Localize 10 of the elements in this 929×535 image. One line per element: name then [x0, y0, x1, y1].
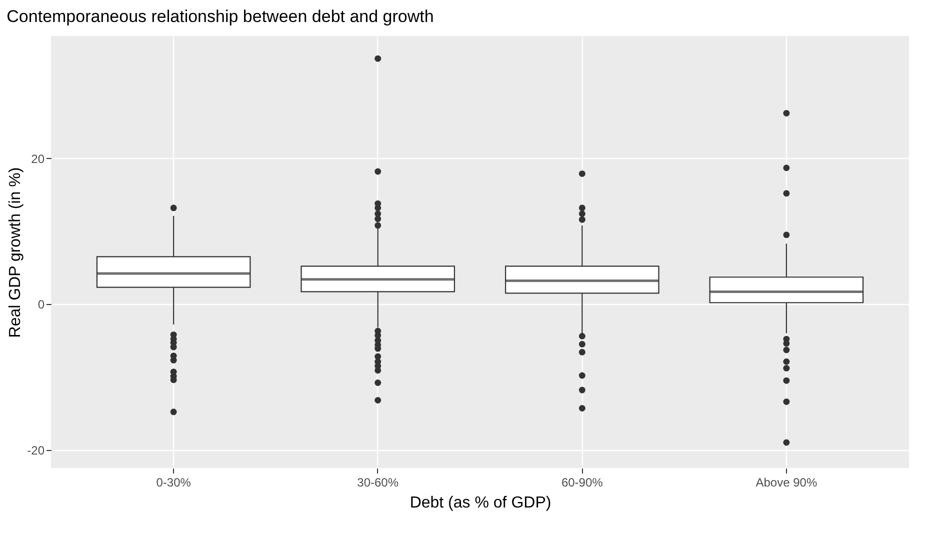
y-tick-label: 20: [31, 152, 45, 166]
x-tick-label: 60-90%: [561, 476, 604, 490]
chart-title: Contemporaneous relationship between debt and growth: [6, 7, 434, 26]
x-tick-label: 30-60%: [357, 476, 399, 490]
y-axis-title: Real GDP growth (in %): [7, 167, 24, 338]
y-tick-label: -20: [27, 443, 45, 458]
x-tick-label: Above 90%: [756, 476, 818, 490]
y-tick-label: 0: [38, 298, 45, 312]
x-axis-title: Debt (as % of GDP): [410, 494, 552, 512]
x-tick-label: 0-30%: [156, 476, 192, 490]
